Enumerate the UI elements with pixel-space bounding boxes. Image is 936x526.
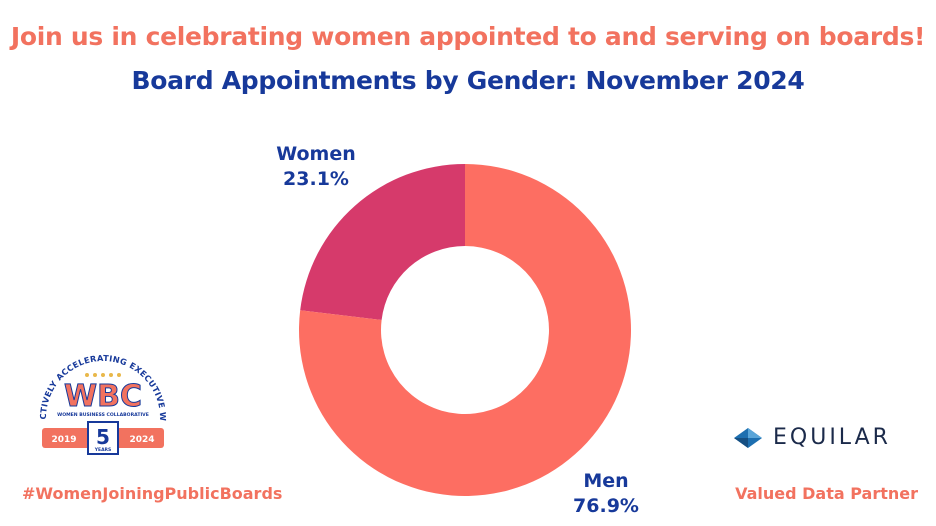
slice-label-men: Men bbox=[583, 470, 628, 492]
slice-labels: Women 23.1% Men 76.9% bbox=[276, 143, 639, 517]
wbc-subtitle: WOMEN BUSINESS COLLABORATIVE bbox=[57, 412, 149, 418]
wbc-year-end: 2024 bbox=[129, 435, 154, 445]
slice-men bbox=[298, 164, 631, 496]
chart-title: Board Appointments by Gender: November 2… bbox=[131, 66, 805, 95]
slice-value-women: 23.1% bbox=[283, 168, 349, 190]
equilar-logo: EQUILAR bbox=[733, 425, 891, 450]
wbc-year-start: 2019 bbox=[51, 435, 76, 445]
headline: Join us in celebrating women appointed t… bbox=[10, 22, 926, 51]
wbc-anniversary: 5 bbox=[96, 425, 110, 449]
donut-slices bbox=[298, 164, 631, 496]
equilar-diamond-icon bbox=[734, 427, 762, 448]
wbc-wordmark: WBC bbox=[64, 379, 142, 414]
slice-women bbox=[300, 164, 465, 320]
wbc-badge bbox=[87, 421, 119, 455]
equilar-wordmark: EQUILAR bbox=[773, 425, 891, 450]
data-partner-label: Valued Data Partner bbox=[735, 484, 918, 503]
slice-label-women: Women bbox=[276, 143, 356, 165]
wbc-anniversary-unit: YEARS bbox=[94, 447, 112, 453]
wbc-stars bbox=[85, 373, 121, 377]
slice-value-men: 76.9% bbox=[573, 495, 639, 517]
wbc-logo: COLLECTIVELY ACCELERATING EXECUTIVE WOME… bbox=[30, 348, 168, 455]
hashtag: #WomenJoiningPublicBoards bbox=[22, 484, 283, 503]
